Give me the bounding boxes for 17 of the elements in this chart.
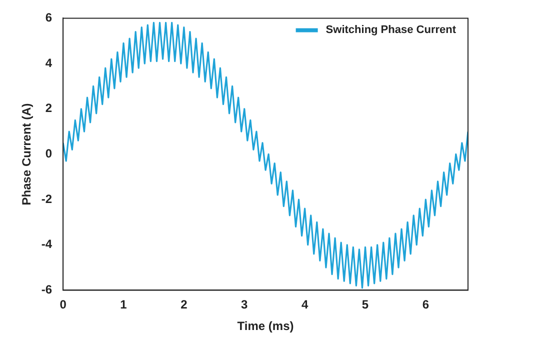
y-tick-label: -4 (41, 237, 52, 252)
x-tick-label: 2 (180, 298, 188, 312)
x-tick-label: 5 (362, 298, 369, 312)
y-tick-label: 6 (45, 10, 52, 25)
y-tick-label: 2 (45, 101, 52, 116)
y-axis-title: Phase Current (A) (20, 103, 34, 206)
x-axis-title: Time (ms) (237, 319, 294, 334)
legend-label: Switching Phase Current (326, 24, 456, 36)
y-tick-label: -2 (41, 192, 52, 206)
x-tick-label: 3 (241, 298, 248, 312)
y-tick-label: 4 (45, 56, 52, 70)
x-tick-label: 6 (422, 298, 430, 312)
y-tick-label: 0 (45, 146, 52, 161)
x-tick-label: 4 (301, 298, 308, 312)
y-tick-label: -6 (41, 282, 52, 297)
x-tick-label: 0 (60, 298, 67, 312)
x-tick-label: 1 (120, 298, 128, 312)
